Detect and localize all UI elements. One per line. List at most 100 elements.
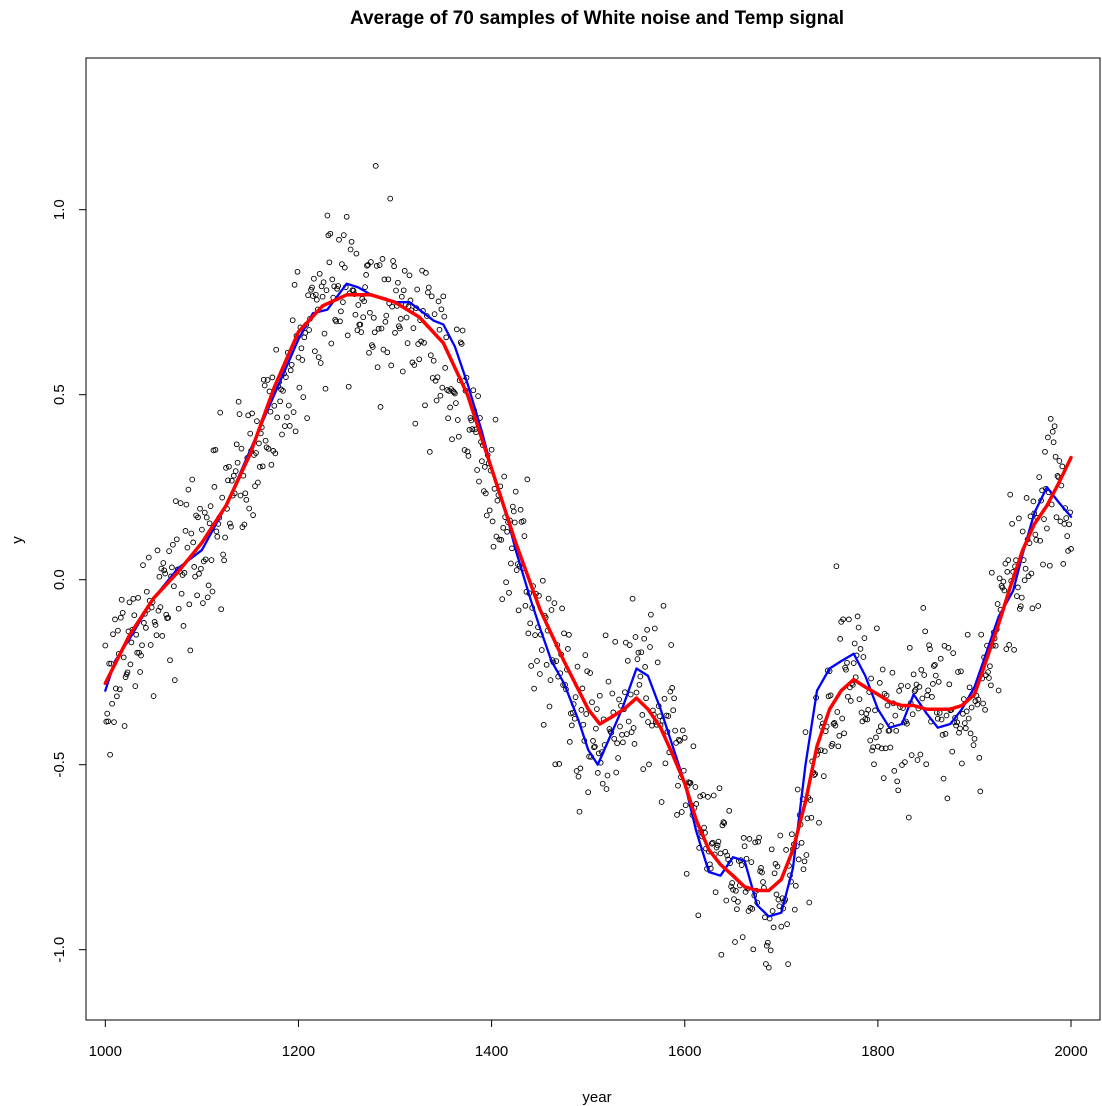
data-point: [749, 906, 756, 912]
data-point: [525, 630, 532, 637]
data-point: [376, 262, 383, 268]
data-point: [978, 631, 985, 638]
data-point: [157, 604, 164, 610]
data-point: [791, 906, 798, 913]
data-point: [183, 501, 190, 508]
data-point: [1040, 561, 1046, 568]
data-point: [876, 680, 883, 686]
data-point: [958, 668, 964, 675]
data-point: [931, 663, 937, 669]
data-point: [765, 964, 772, 971]
data-point: [804, 815, 811, 822]
data-point: [873, 734, 879, 741]
data-point: [613, 769, 620, 776]
y-tick-label: 0.0: [51, 569, 68, 590]
data-point: [547, 677, 554, 683]
data-point: [200, 600, 206, 606]
data-point: [783, 847, 789, 853]
data-point: [1016, 606, 1023, 612]
data-point: [412, 420, 419, 427]
data-point: [299, 357, 306, 363]
data-point: [423, 270, 429, 276]
data-point: [256, 464, 263, 470]
data-point: [896, 688, 902, 694]
data-point: [445, 415, 451, 422]
data-point: [874, 625, 880, 632]
data-point: [708, 840, 715, 847]
data-point: [638, 649, 645, 656]
data-point: [967, 730, 974, 737]
data-point: [968, 704, 975, 711]
data-point: [161, 567, 168, 574]
data-point: [953, 722, 959, 729]
data-point: [1033, 537, 1040, 543]
data-point: [133, 631, 140, 638]
data-point: [488, 446, 495, 453]
data-point: [259, 463, 266, 470]
data-point: [347, 246, 354, 253]
data-point: [593, 725, 599, 732]
data-point: [921, 672, 928, 678]
x-tick-label: 1800: [861, 1043, 894, 1060]
data-point: [316, 270, 323, 277]
data-point: [324, 212, 331, 219]
data-point: [358, 329, 365, 335]
data-point: [109, 700, 115, 707]
data-point: [508, 560, 514, 567]
data-point: [723, 897, 730, 904]
data-point: [839, 715, 846, 722]
data-point: [945, 644, 952, 651]
data-point: [470, 387, 477, 394]
data-point: [372, 163, 379, 169]
data-point: [401, 267, 408, 274]
data-point: [431, 311, 438, 317]
data-point: [1007, 491, 1014, 498]
data-point: [778, 923, 785, 930]
data-point: [186, 601, 193, 608]
data-point: [758, 865, 764, 871]
data-point: [283, 374, 289, 380]
data-point: [710, 792, 717, 799]
data-point: [617, 723, 623, 730]
data-point: [406, 272, 413, 279]
data-point: [247, 430, 254, 437]
data-point: [503, 579, 509, 586]
data-point: [715, 838, 722, 845]
data-point: [112, 616, 118, 623]
data-point: [435, 298, 442, 305]
data-point: [690, 743, 697, 750]
data-point: [253, 450, 259, 456]
data-point: [957, 725, 963, 732]
data-point: [1068, 546, 1074, 552]
data-point: [965, 715, 972, 722]
data-point: [917, 751, 924, 758]
data-point: [970, 742, 977, 748]
lines-layer: [103, 282, 1073, 918]
data-point: [269, 374, 276, 381]
data-point: [622, 639, 629, 646]
x-tick-label: 1200: [282, 1043, 315, 1060]
data-point: [455, 433, 462, 440]
data-point: [185, 486, 192, 493]
data-point: [436, 326, 443, 333]
data-point: [128, 639, 135, 646]
data-point: [566, 739, 573, 745]
data-point: [115, 627, 121, 634]
data-point: [543, 661, 550, 668]
data-point: [682, 802, 689, 809]
data-point: [153, 632, 160, 639]
data-point: [795, 856, 802, 863]
data-point: [295, 354, 302, 361]
data-point: [841, 730, 847, 737]
data-point: [279, 431, 285, 438]
data-point: [605, 678, 612, 685]
data-point: [282, 423, 288, 429]
data-point: [594, 770, 601, 776]
data-point: [988, 682, 994, 689]
data-point: [344, 332, 351, 339]
data-point: [1064, 533, 1071, 539]
data-point: [726, 807, 733, 814]
data-point: [946, 681, 953, 688]
data-point: [362, 284, 368, 290]
data-point: [230, 472, 237, 479]
